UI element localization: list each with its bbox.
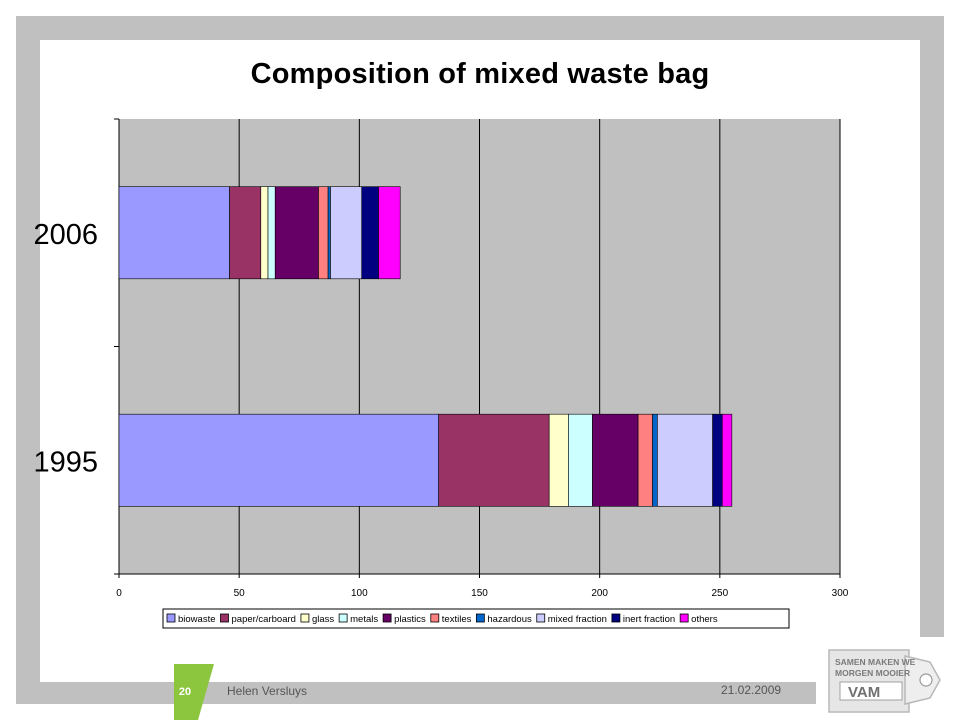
legend-swatch-biowaste	[166, 613, 176, 623]
bar-1995-textiles	[637, 413, 653, 507]
bar-2006-glass	[260, 186, 269, 280]
legend-swatch-inert-fraction	[611, 613, 621, 623]
legend-label-inert-fraction: inert fraction	[623, 614, 675, 625]
x-tick-label-50: 50	[234, 588, 246, 599]
bar-2006-hazardous	[327, 186, 331, 280]
legend-label-biowaste: biowaste	[178, 614, 216, 625]
legend-swatch-others	[679, 613, 689, 623]
y-tick-label-2006: 2006	[33, 219, 98, 251]
legend-label-glass: glass	[312, 614, 334, 625]
x-tick-label-300: 300	[832, 588, 849, 599]
logo-brand-text: VAM	[848, 684, 880, 701]
legend-label-mixed-fraction: mixed fraction	[548, 614, 607, 625]
legend-swatch-paper-carboard	[220, 613, 229, 623]
vam-logo: SAMEN MAKEN WE MORGEN MOOIER VAM	[828, 649, 941, 713]
bar-1995-mixed-fraction	[657, 413, 713, 507]
axes: 0 50 100 150 200 250 300 1995 2006	[33, 118, 849, 599]
bar-1995-biowaste	[118, 413, 439, 507]
bar-1995-paper-carboard	[438, 413, 550, 507]
bar-2006-metals	[267, 186, 276, 280]
bar-2006-mixed-fraction	[330, 186, 363, 280]
bars	[118, 186, 733, 507]
bar-2006-paper-carboard	[229, 186, 262, 280]
bar-1995-plastics	[592, 413, 639, 507]
x-tick-label-150: 150	[471, 588, 488, 599]
bar-1995-others	[721, 413, 733, 507]
legend-label-hazardous: hazardous	[487, 614, 532, 625]
legend-label-paper-carboard: paper/carboard	[232, 614, 296, 625]
legend: biowaste paper/carboard glass metals plastic…	[162, 608, 790, 629]
legend-swatch-metals	[338, 613, 348, 623]
legend-label-plastics: plastics	[394, 614, 426, 625]
bar-1995-glass	[548, 413, 569, 507]
x-tick-label-0: 0	[116, 588, 122, 599]
logo-text-line1: SAMEN MAKEN WE	[835, 657, 916, 667]
logo-text-line2: MORGEN MOOIER	[835, 668, 910, 678]
legend-swatch-textiles	[430, 613, 440, 623]
page-badge	[174, 664, 214, 720]
legend-label-metals: metals	[350, 614, 378, 625]
page-number: 20	[178, 686, 192, 698]
legend-swatch-glass	[300, 613, 310, 623]
legend-swatch-hazardous	[475, 613, 485, 623]
bar-1995-hazardous	[652, 413, 658, 507]
legend-swatch-mixed-fraction	[536, 613, 546, 623]
bar-2006-plastics	[274, 186, 319, 280]
bar-2006-textiles	[318, 186, 329, 280]
legend-label-textiles: textiles	[442, 614, 472, 625]
x-tick-label-250: 250	[711, 588, 728, 599]
footer-bar	[16, 682, 816, 704]
legend-swatch-plastics	[382, 613, 392, 623]
bar-2006-biowaste	[118, 186, 230, 280]
legend-label-others: others	[691, 614, 718, 625]
chart-title: Composition of mixed waste bag	[250, 58, 710, 90]
x-tick-label-200: 200	[591, 588, 608, 599]
footer-author: Helen Versluys	[227, 684, 308, 698]
bar-1995-metals	[568, 413, 593, 507]
x-tick-label-100: 100	[351, 588, 368, 599]
footer-date: 21.02.2009	[721, 683, 782, 697]
bar-2006-others	[378, 186, 401, 280]
y-tick-label-1995: 1995	[33, 446, 98, 478]
bar-1995-inert-fraction	[712, 413, 723, 507]
bar-2006-inert-fraction	[361, 186, 379, 280]
